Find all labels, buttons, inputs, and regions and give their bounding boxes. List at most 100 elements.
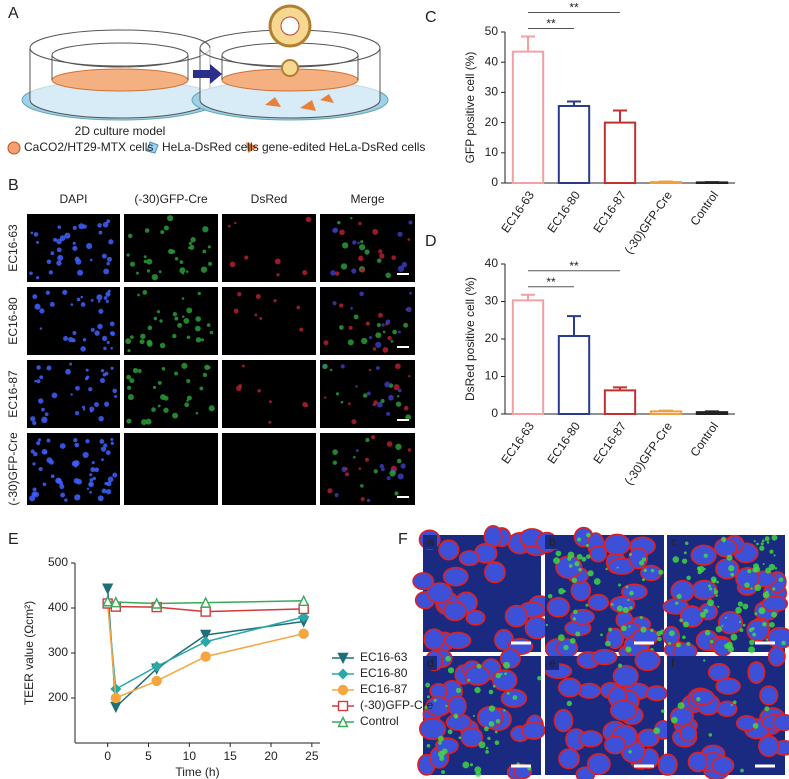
gfp-spot <box>492 684 496 688</box>
gfp-spot <box>627 647 632 652</box>
cell <box>335 392 340 396</box>
micrograph <box>222 360 316 428</box>
error-bar <box>567 100 581 106</box>
legend-marker <box>337 684 349 696</box>
nucleus <box>761 595 789 613</box>
cell <box>409 291 412 295</box>
cell <box>340 364 345 369</box>
cell <box>237 292 242 297</box>
cell <box>339 229 345 236</box>
cell <box>332 449 338 455</box>
gfp-spot <box>441 748 448 755</box>
x-tick-label: 20 <box>264 749 278 763</box>
gfp-spot <box>730 704 733 707</box>
cell <box>86 243 93 250</box>
cell <box>90 327 95 332</box>
gfp-spot <box>675 601 679 605</box>
cell <box>174 316 179 321</box>
x-tick-label: 25 <box>305 749 319 763</box>
gfp-spot <box>653 727 661 735</box>
x-tick-label: (-30)GFP-Cre <box>622 419 676 487</box>
cell <box>44 412 49 417</box>
gfp-spot <box>472 714 476 717</box>
cell <box>353 455 356 459</box>
cell <box>337 220 341 225</box>
cell <box>327 488 333 494</box>
cell <box>360 497 365 502</box>
cell <box>32 420 37 426</box>
gfp-spot <box>696 566 701 571</box>
significance-label: ** <box>546 275 556 289</box>
gfp-spot <box>527 766 532 771</box>
cell <box>97 299 101 303</box>
cell <box>381 467 385 472</box>
cell <box>206 323 211 327</box>
cell <box>56 238 62 245</box>
cell <box>38 466 43 472</box>
cell <box>156 310 161 314</box>
cell <box>403 405 409 411</box>
cell <box>394 491 399 496</box>
cell <box>305 403 309 407</box>
y-axis-label: TEER value (Ωcm²) <box>22 601 36 705</box>
cell <box>80 295 84 299</box>
cell <box>186 395 192 401</box>
cell <box>350 307 353 310</box>
cell <box>32 487 37 492</box>
cell <box>136 271 139 275</box>
gfp-spot <box>625 585 629 589</box>
cell <box>76 297 81 302</box>
cell <box>364 249 370 255</box>
gfp-spot <box>737 601 743 607</box>
gfp-spot <box>709 639 714 644</box>
legend-marker <box>337 700 349 712</box>
gfp-spot <box>586 532 591 538</box>
cell <box>257 389 261 393</box>
cell <box>103 296 108 300</box>
gfp-spot <box>762 621 767 627</box>
gfp-spot <box>752 632 756 637</box>
gfp-spot <box>485 746 489 750</box>
gfp-spot <box>764 536 770 542</box>
cell <box>182 315 185 318</box>
gfp-spot <box>454 715 458 719</box>
gfp-spot <box>771 611 777 618</box>
bar <box>603 121 637 184</box>
cell <box>97 323 103 330</box>
nucleus <box>458 550 480 567</box>
gfp-spot <box>759 545 765 551</box>
cell <box>170 249 176 254</box>
cell <box>89 473 93 477</box>
cell <box>141 419 147 426</box>
cell <box>376 366 380 370</box>
gfp-spot <box>742 623 746 627</box>
gfp-spot <box>728 565 735 572</box>
gfp-spot <box>585 603 589 607</box>
cell <box>322 363 328 369</box>
nucleus <box>609 699 638 722</box>
cell <box>73 460 80 467</box>
gfp-spot <box>569 637 576 644</box>
gfp-spot <box>545 623 548 627</box>
gfp-spot <box>566 700 573 707</box>
gfp-spot <box>742 603 749 610</box>
cell <box>241 364 245 368</box>
gfp-spot <box>572 617 577 621</box>
cell <box>202 249 207 254</box>
cell <box>110 346 113 350</box>
cell <box>396 458 402 464</box>
nucleus <box>612 664 639 688</box>
cell <box>112 388 118 394</box>
cell <box>405 414 412 421</box>
gfp-spot <box>758 607 766 615</box>
cell <box>129 261 136 267</box>
tile-label: a <box>427 535 434 549</box>
gfp-spot <box>768 563 776 571</box>
nucleus <box>447 695 467 718</box>
gfp-spot <box>537 676 542 681</box>
nucleus <box>521 720 546 740</box>
nucleus <box>758 734 780 758</box>
gfp-spot <box>761 539 765 543</box>
cell <box>395 401 402 407</box>
cell <box>129 378 135 384</box>
